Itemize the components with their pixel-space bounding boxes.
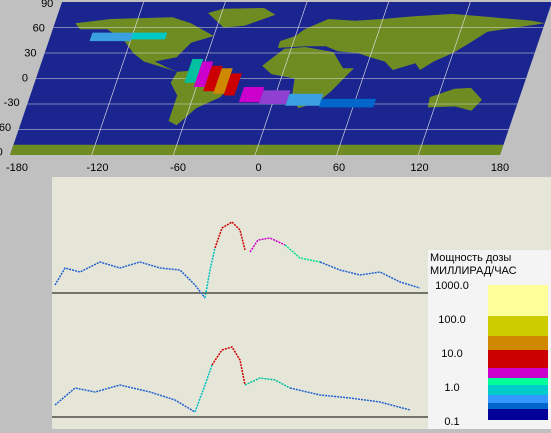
- lon-label: -120: [86, 162, 108, 174]
- lat-label: 90: [41, 0, 53, 10]
- scale-label: 0.1: [444, 416, 459, 428]
- color-scale: [488, 285, 548, 420]
- lat-labels: 90 60 30 0 -30 -60 0: [0, 0, 53, 159]
- dose-trace: [54, 221, 421, 413]
- lat-label: 0: [0, 147, 3, 159]
- lon-label: 0: [255, 162, 261, 174]
- lon-label: 60: [333, 162, 345, 174]
- scale-label: 100.0: [438, 314, 466, 326]
- scale-labels: 1000.0 100.0 10.0 1.0 0.1: [435, 280, 469, 428]
- trajectory: [89, 32, 377, 108]
- graticule: [18, 1, 544, 156]
- lon-label: -60: [170, 162, 186, 174]
- lat-label: 60: [33, 23, 45, 35]
- lon-labels: -180 -120 -60 0 60 120 180: [6, 162, 509, 174]
- scale-label: 10.0: [441, 348, 462, 360]
- lat-label: 30: [24, 48, 36, 60]
- scale-label: 1.0: [444, 382, 459, 394]
- lon-label: 180: [491, 162, 509, 174]
- continents: [9, 1, 545, 156]
- legend-units: МИЛЛИРАД/ЧАС: [430, 265, 517, 277]
- lon-label: 120: [410, 162, 428, 174]
- lat-label: -60: [0, 122, 11, 134]
- lat-label: -30: [4, 97, 20, 109]
- lon-label: -180: [6, 162, 28, 174]
- lat-label: 0: [22, 72, 28, 84]
- legend-title: Мощность дозы: [430, 252, 511, 264]
- map: [9, 1, 551, 156]
- scale-label: 1000.0: [435, 280, 469, 292]
